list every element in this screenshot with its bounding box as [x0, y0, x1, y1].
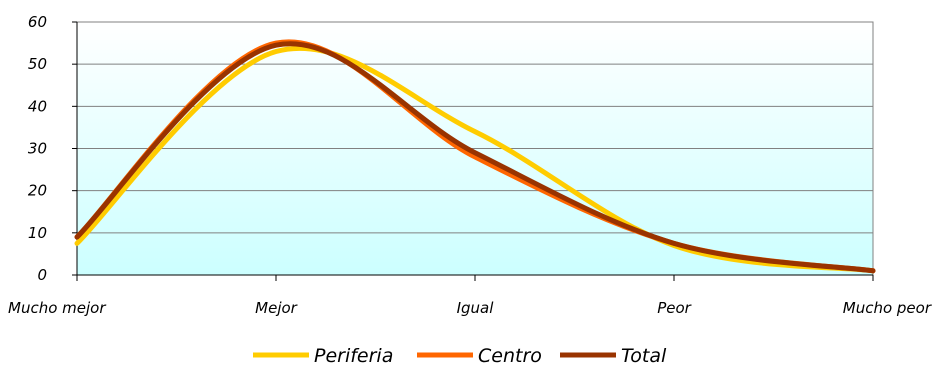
legend: Periferia Centro Total: [253, 345, 667, 367]
y-tick-label: 10: [28, 224, 47, 242]
y-tick-label: 50: [28, 55, 47, 73]
x-tick-label: Mucho peor: [843, 299, 932, 317]
series-line-periferia: [74, 45, 876, 274]
y-axis-ticks: 0 10 20 30 40 50 60: [28, 13, 77, 284]
y-tick-label: 60: [28, 13, 47, 31]
y-tick-label: 20: [28, 182, 47, 200]
series-line-total: [74, 41, 876, 274]
legend-label-centro: Centro: [478, 345, 542, 367]
series-lines: [74, 39, 876, 274]
legend-label-periferia: Periferia: [314, 345, 393, 367]
x-tick-label: Igual: [457, 299, 495, 317]
x-axis-ticks: Mucho mejor Mejor Igual Peor Mucho peor: [8, 275, 932, 317]
x-tick-label: Peor: [657, 299, 691, 317]
y-tick-label: 30: [28, 140, 47, 158]
x-tick-label: Mejor: [255, 299, 298, 317]
gridlines: [77, 21, 873, 234]
x-tick-label: Mucho mejor: [8, 299, 106, 317]
y-tick-label: 40: [28, 97, 47, 115]
y-tick-label: 0: [37, 266, 47, 284]
legend-label-total: Total: [621, 345, 667, 367]
